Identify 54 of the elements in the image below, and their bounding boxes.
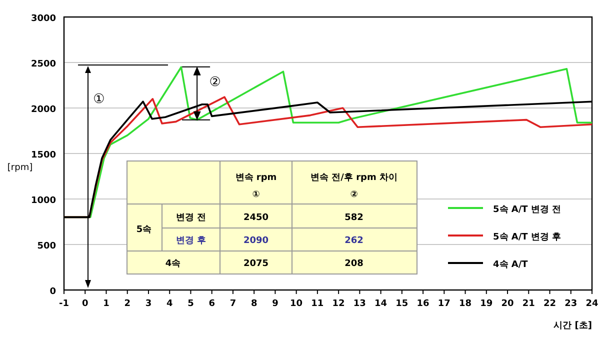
x-tick-label: 13 [353, 299, 366, 309]
annotation: ② [209, 74, 221, 90]
x-tick-label: 9 [272, 299, 278, 309]
legend-label: 4속 A/T [493, 260, 529, 270]
x-tick-label: 22 [543, 299, 556, 309]
x-tick-label: 5 [188, 299, 194, 309]
y-tick-label: 2000 [30, 105, 56, 115]
y-tick-label: 2500 [30, 60, 56, 70]
annotation: ① [93, 92, 105, 107]
annotation: 5속 [136, 225, 152, 235]
annotation: 4속 [165, 259, 181, 269]
annotation: ① [252, 190, 260, 200]
x-tick-label: 11 [311, 299, 324, 309]
x-tick-label: 21 [522, 299, 535, 309]
y-tick-label: 1500 [30, 150, 56, 160]
annotation: 208 [344, 259, 364, 269]
x-tick-label: 4 [166, 299, 173, 309]
x-tick-label: 1 [103, 299, 110, 309]
y-axis-title: [rpm] [7, 163, 33, 173]
x-tick-label: 23 [564, 299, 578, 309]
annotation: 변속 rpm [235, 173, 277, 183]
x-tick-label: 6 [208, 299, 215, 309]
y-tick-label: 1000 [30, 196, 56, 206]
x-tick-label: 20 [501, 299, 514, 309]
x-tick-label: 18 [459, 299, 472, 309]
x-tick-label: 8 [250, 299, 258, 309]
legend-label: 5속 A/T 변경 전 [493, 205, 562, 215]
annotation: 582 [344, 213, 364, 223]
x-tick-label: 10 [290, 299, 303, 309]
legend-label: 5속 A/T 변경 후 [493, 232, 562, 242]
annotation: 2075 [243, 259, 269, 269]
x-tick-label: 14 [374, 299, 388, 309]
x-tick-label: 24 [586, 299, 598, 309]
x-axis-title: 시간 [초] [554, 321, 592, 331]
annotation: 2090 [243, 236, 269, 246]
x-tick-label: 16 [416, 299, 430, 309]
x-tick-label: 0 [82, 299, 88, 309]
y-tick-label: 0 [50, 287, 56, 297]
annotation: 2450 [243, 213, 269, 223]
x-tick-label: 19 [480, 299, 493, 309]
annotation: 변경 전 [176, 213, 206, 223]
x-tick-label: -1 [59, 299, 69, 309]
x-tick-label: 3 [145, 299, 152, 309]
y-tick-label: 3000 [30, 14, 56, 24]
x-tick-label: 12 [332, 299, 345, 309]
annotation: ② [350, 190, 358, 200]
x-tick-label: 2 [124, 299, 130, 309]
x-tick-label: 15 [396, 299, 408, 309]
annotation: 262 [344, 236, 364, 246]
annotation: 변속 전/후 rpm 차이 [310, 173, 398, 183]
x-tick-label: 17 [438, 299, 450, 309]
x-tick-label: 7 [230, 299, 236, 309]
annotation: 변경 후 [176, 236, 206, 246]
y-tick-label: 500 [37, 242, 56, 252]
